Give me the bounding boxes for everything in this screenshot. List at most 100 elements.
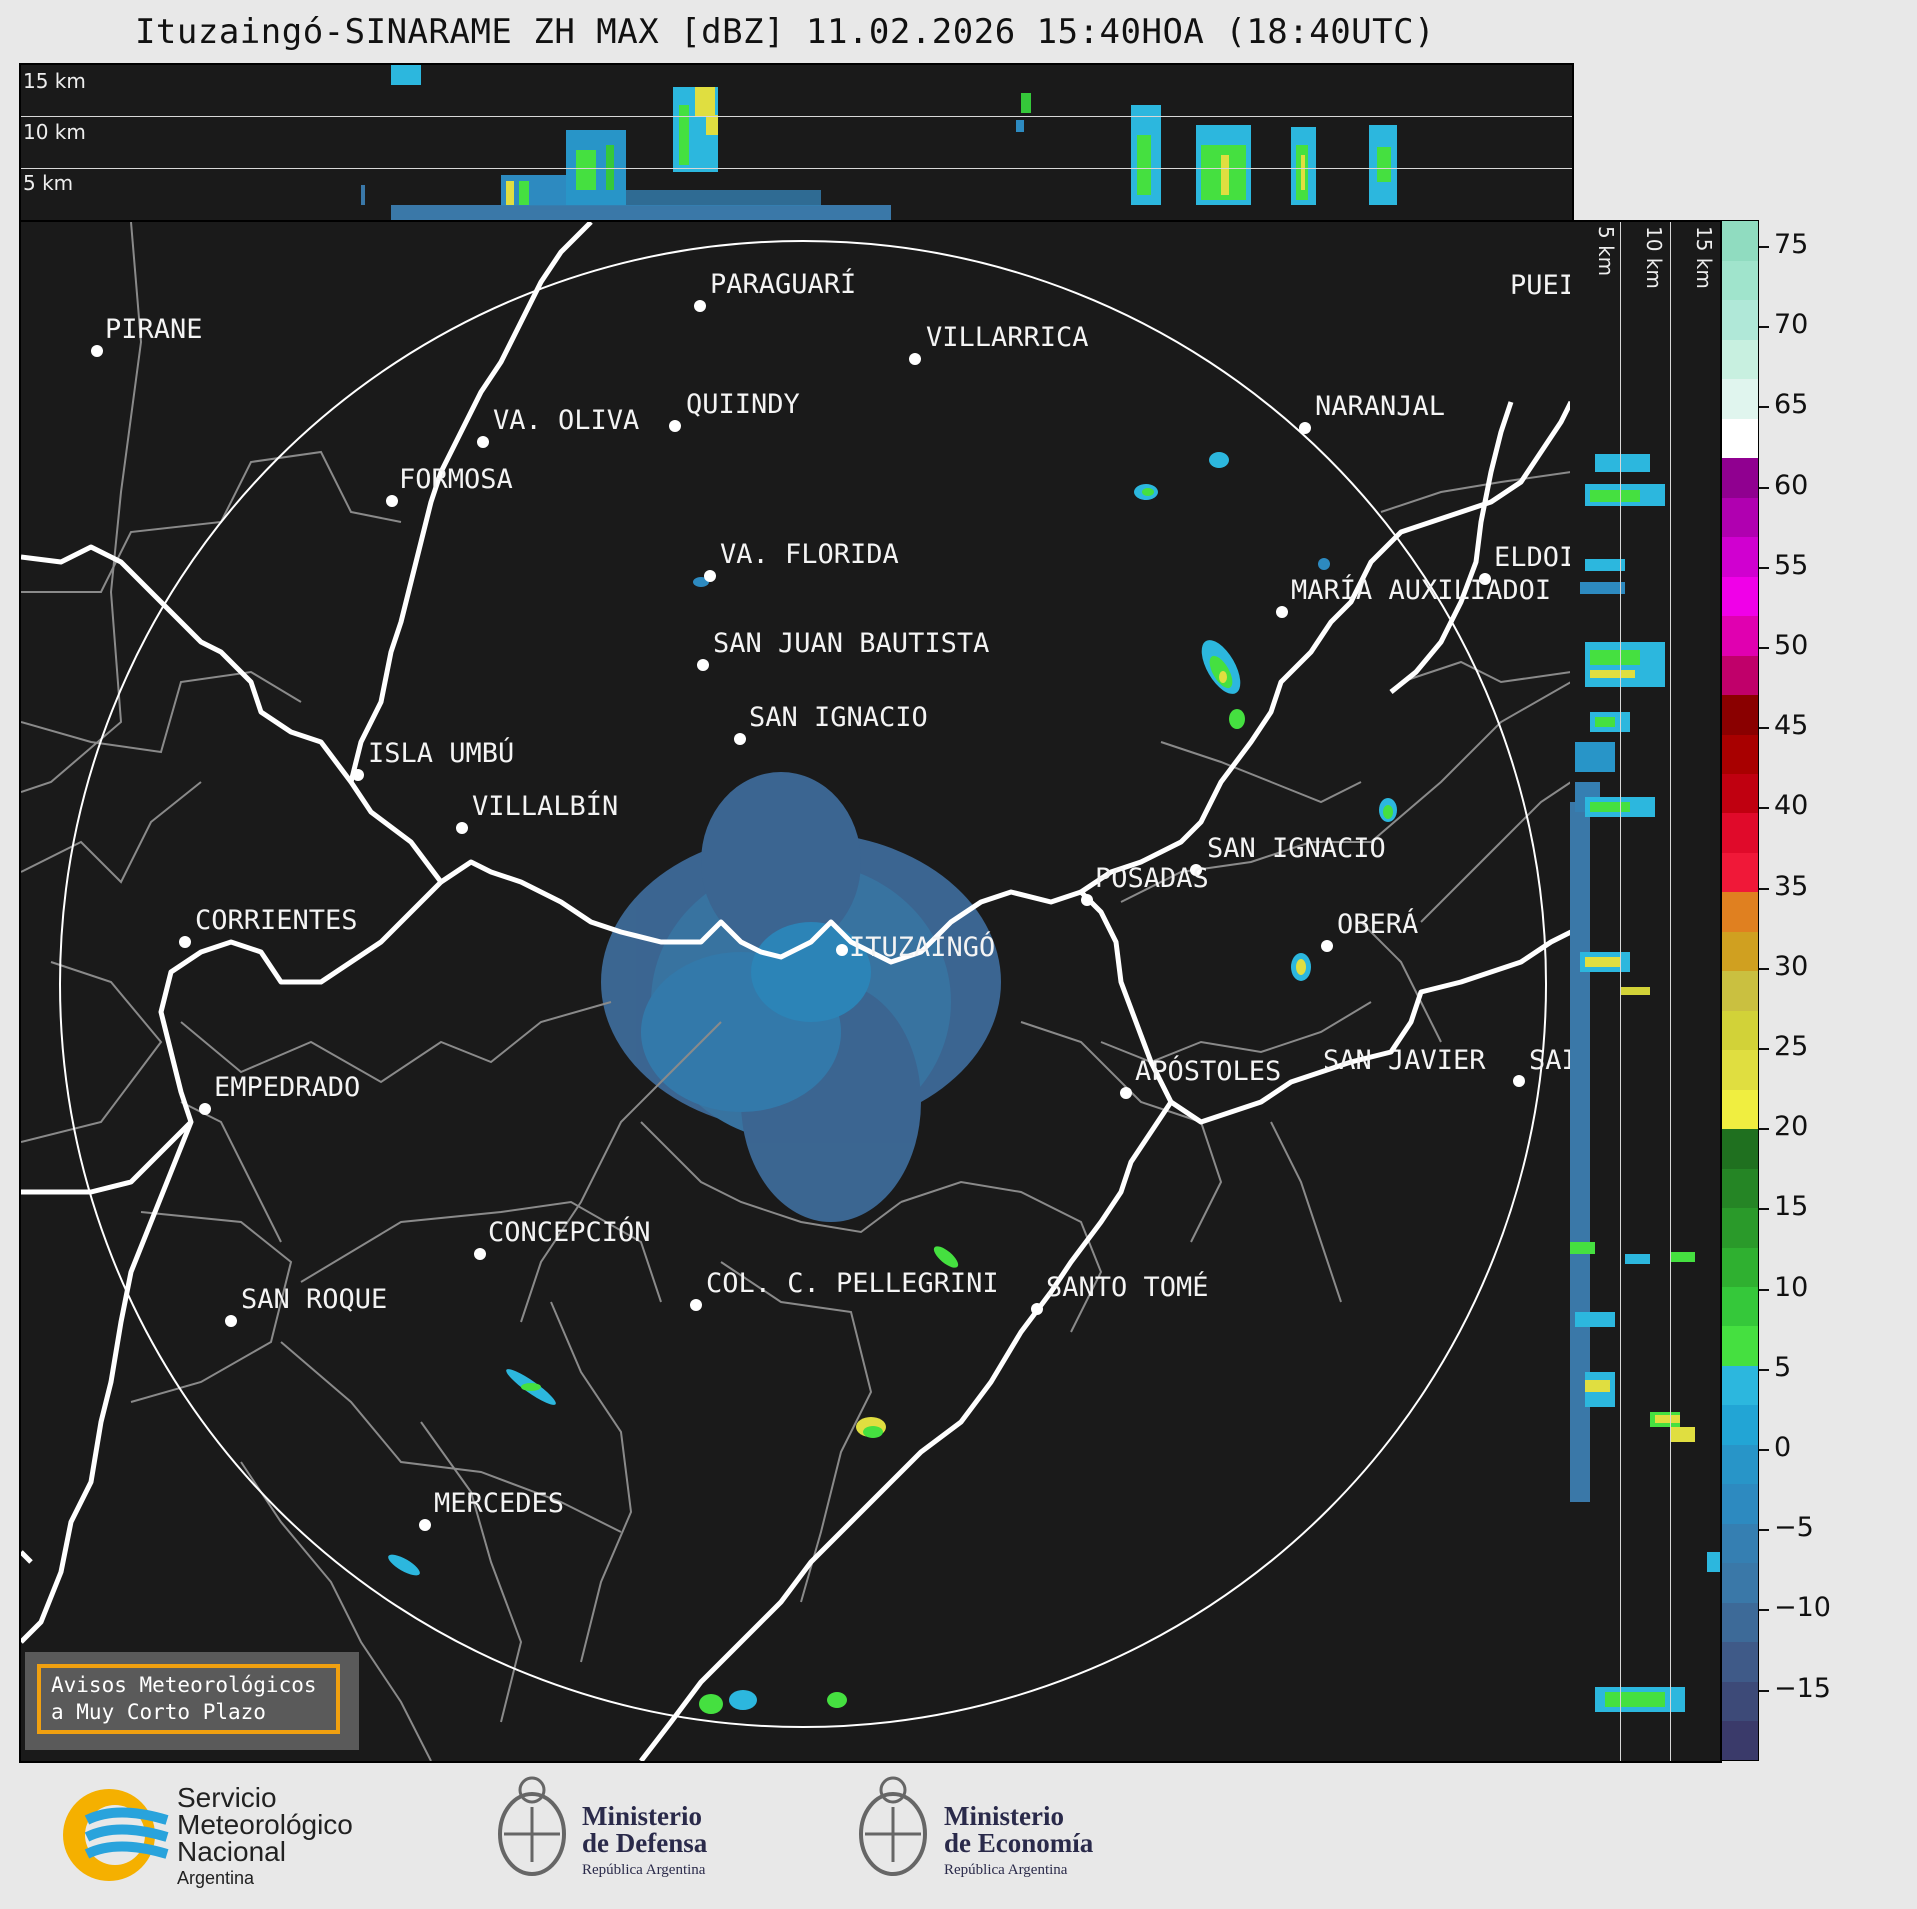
colorbar-segment — [1722, 1602, 1758, 1643]
city-label-san-ignacio-py: SAN IGNACIO — [749, 702, 928, 733]
avisos-button[interactable]: Avisos Meteorológicos a Muy Corto Plazo — [25, 1652, 359, 1750]
side-cross-section: 5 km 10 km 15 km — [1570, 220, 1722, 1763]
smn-line3: Nacional — [177, 1836, 286, 1867]
colorbar-tick — [1759, 326, 1769, 329]
colorbar-tick-label: 30 — [1774, 950, 1809, 982]
colorbar-tick-label: 75 — [1774, 229, 1809, 260]
radar-map[interactable]: PIRANE PARAGUARÍ VILLARRICA QUIINDY VA. … — [19, 220, 1573, 1763]
colorbar-tick-label: 45 — [1774, 710, 1809, 742]
colorbar-segment — [1722, 1404, 1758, 1445]
map-geometry — [21, 222, 1571, 1761]
colorbar-segment — [1722, 615, 1758, 656]
level-label-15km: 15 km — [23, 69, 86, 93]
city-dot — [386, 495, 398, 507]
colorbar-tick-label: 10 — [1774, 1271, 1809, 1303]
defensa-line2: de Defensa — [582, 1828, 708, 1858]
colorbar-tick-label: −5 — [1774, 1512, 1814, 1544]
city-label-santo-tome: SANTO TOMÉ — [1046, 1272, 1209, 1303]
rivers-borders — [21, 222, 1571, 1761]
colorbar-tick-label: 70 — [1774, 309, 1809, 341]
city-label-corrientes: CORRIENTES — [195, 905, 358, 936]
radar-echo-central — [601, 772, 1001, 1222]
colorbar-segment — [1722, 734, 1758, 774]
colorbar-segment — [1722, 260, 1758, 301]
city-dot — [694, 300, 706, 312]
city-dot — [456, 822, 468, 834]
city-label-mercedes: MERCEDES — [434, 1488, 565, 1519]
department-borders — [21, 222, 1571, 1761]
colorbar-tick — [1759, 1208, 1769, 1211]
city-label-eldoi: ELDOI — [1494, 542, 1573, 573]
top-cross-section: 15 km 10 km 5 km — [19, 63, 1574, 222]
city-dot — [199, 1103, 211, 1115]
city-label-sai: SAI — [1529, 1045, 1573, 1076]
colorbar-segment — [1722, 1720, 1758, 1760]
level-line-10km — [21, 116, 1572, 117]
economia-line3: República Argentina — [944, 1862, 1068, 1878]
colorbar-segment — [1722, 970, 1758, 1011]
colorbar-tick-label: 35 — [1774, 870, 1809, 902]
city-label-quiindy: QUIINDY — [686, 389, 800, 420]
colorbar-tick-label: 20 — [1774, 1111, 1809, 1143]
city-dot — [697, 659, 709, 671]
city-dot — [1321, 940, 1333, 952]
colorbar-tick — [1759, 1609, 1769, 1612]
city-dot — [1276, 606, 1288, 618]
colorbar-tick-label: 25 — [1774, 1031, 1809, 1062]
colorbar-segment — [1722, 1049, 1758, 1090]
colorbar-segment — [1722, 812, 1758, 853]
colorbar-tick — [1759, 807, 1769, 810]
colorbar-segment — [1722, 1325, 1758, 1366]
level-line-5km — [1620, 222, 1621, 1761]
city-dot — [1299, 422, 1311, 434]
colorbar-tick-label: 40 — [1774, 790, 1809, 822]
avisos-frame: Avisos Meteorológicos a Muy Corto Plazo — [37, 1664, 340, 1734]
colorbar-segment — [1722, 1444, 1758, 1485]
chart-title: Ituzaingó-SINARAME ZH MAX [dBZ] 11.02.20… — [134, 12, 1436, 52]
city-dot — [477, 436, 489, 448]
colorbar-segment — [1722, 1562, 1758, 1603]
city-dot — [474, 1248, 486, 1260]
city-dot — [909, 353, 921, 365]
colorbar-tick — [1759, 1368, 1769, 1371]
colorbar-segment — [1722, 536, 1758, 577]
colorbar-tick-label: 65 — [1774, 389, 1809, 421]
city-dot — [1031, 1303, 1043, 1315]
colorbar-tick — [1759, 647, 1769, 649]
city-label-va-florida: VA. FLORIDA — [720, 539, 899, 570]
colorbar-segment — [1722, 1483, 1758, 1524]
level-label-5km: 5 km — [23, 171, 74, 195]
city-dot — [1120, 1087, 1132, 1099]
city-label-va-oliva: VA. OLIVA — [493, 405, 640, 436]
city-label-col-c-pellegrini: COL. C. PELLEGRINI — [706, 1268, 999, 1299]
level-line-10km — [1670, 222, 1671, 1761]
colorbar-segment — [1722, 694, 1758, 735]
escudo-economia-icon — [859, 1776, 927, 1876]
city-label-villalbin: VILLALBÍN — [472, 791, 619, 822]
city-label-paraguari: PARAGUARÍ — [710, 269, 857, 300]
colorbar-segment — [1722, 1641, 1758, 1682]
colorbar-tick — [1759, 566, 1769, 569]
colorbar-segment — [1722, 576, 1758, 617]
colorbar-segment — [1722, 1523, 1758, 1564]
colorbar-tick — [1759, 486, 1769, 489]
radar-range-circle — [59, 240, 1547, 1728]
smn-logo-icon — [63, 1789, 169, 1881]
side-level-label-10km: 10 km — [1642, 226, 1666, 289]
colorbar-segment — [1722, 418, 1758, 459]
economia-line2: de Economía — [944, 1828, 1094, 1858]
colorbar-segment — [1722, 773, 1758, 814]
city-dot — [690, 1299, 702, 1311]
colorbar-tick-label: 0 — [1774, 1432, 1792, 1463]
city-label-san-ignacio-ar: SAN IGNACIO — [1207, 833, 1386, 864]
colorbar-tick — [1759, 727, 1769, 730]
colorbar-segment — [1722, 1010, 1758, 1051]
city-dot — [1479, 573, 1491, 585]
city-label-pirane: PIRANE — [105, 314, 203, 345]
colorbar-segment — [1722, 1365, 1758, 1406]
city-dot — [225, 1315, 237, 1327]
colorbar-tick — [1759, 1449, 1769, 1451]
colorbar-segment — [1722, 655, 1758, 696]
colorbar-tick-label: 15 — [1774, 1191, 1809, 1223]
colorbar-tick — [1759, 246, 1769, 248]
